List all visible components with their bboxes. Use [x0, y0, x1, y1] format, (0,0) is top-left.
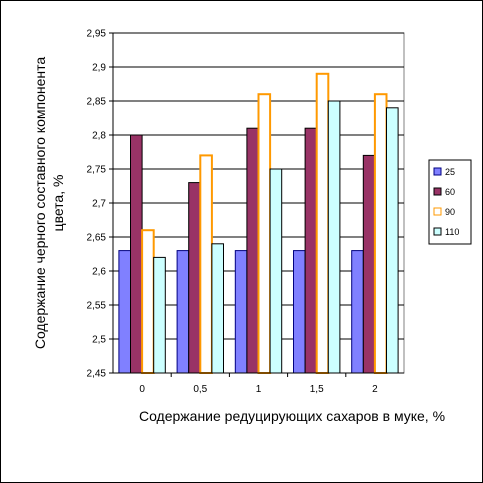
- x-axis-ticks: 0 0,5 1 1,5 2: [139, 373, 378, 395]
- y-tick-label: 2,8: [92, 131, 106, 142]
- x-tick-label: 0,5: [193, 384, 207, 395]
- y-tick-label: 2,7: [92, 199, 106, 210]
- bar-series-90-cat-3: [315, 72, 330, 375]
- legend-label-60: 60: [445, 187, 455, 197]
- bar-series-60-cat-0: [130, 134, 143, 374]
- y-tick-label: 2,85: [87, 97, 107, 108]
- bar-series-60-cat-3: [304, 127, 318, 374]
- bar-series-25-cat-1: [176, 250, 190, 374]
- x-tick-label: 1,5: [310, 384, 324, 395]
- bar-series-60-cat-2: [246, 127, 259, 374]
- bar-series-90-cat-2: [257, 93, 272, 374]
- y-tick-label: 2,45: [87, 369, 107, 380]
- bar-series-25-cat-0: [118, 250, 132, 374]
- y-tick-label: 2,65: [87, 233, 107, 244]
- legend-swatch-60: [433, 187, 442, 196]
- bar-series-25-cat-2: [234, 250, 248, 374]
- bar-series-60-cat-4: [362, 154, 376, 374]
- bar-series-25-cat-4: [351, 250, 364, 374]
- x-tick-label: 1: [256, 384, 262, 395]
- legend-label-25: 25: [445, 167, 455, 177]
- bar-series-90-cat-1: [199, 154, 213, 374]
- bar-series-110-cat-1: [211, 243, 224, 374]
- bar-series-90-cat-0: [141, 229, 155, 374]
- bar-series-110-cat-0: [153, 256, 166, 374]
- bar-series-25-cat-3: [293, 250, 306, 374]
- y-axis-ticks: 2,45 2,5 2,55 2,6 2,65 2,7 2,75 2,8 2,85 2,9 2,95: [87, 29, 113, 380]
- legend: 25 60 90 110: [428, 159, 472, 245]
- y-tick-label: 2,95: [87, 29, 107, 40]
- x-axis-label: Содержание редуцирующих сахаров в муке, …: [139, 408, 445, 424]
- bar-series-110-cat-4: [386, 107, 399, 374]
- y-axis-label-line2: цвета, %: [50, 175, 66, 232]
- legend-swatch-110: [433, 227, 442, 236]
- legend-label-110: 110: [445, 227, 459, 237]
- bar-series-90-cat-4: [373, 93, 388, 374]
- y-tick-label: 2,5: [92, 335, 106, 346]
- y-tick-label: 2,55: [87, 301, 107, 312]
- bars: [118, 72, 399, 375]
- y-tick-label: 2,9: [92, 63, 106, 74]
- y-axis-label-line1: Содержание черного составного компонента: [32, 57, 48, 350]
- legend-label-90: 90: [445, 207, 455, 217]
- bar-series-110-cat-3: [327, 100, 341, 374]
- x-tick-label: 2: [372, 384, 378, 395]
- legend-swatch-90: [433, 207, 442, 216]
- x-tick-label: 0: [139, 384, 145, 395]
- bar-series-60-cat-1: [188, 182, 201, 374]
- y-tick-label: 2,75: [87, 165, 107, 176]
- y-tick-label: 2,6: [92, 267, 106, 278]
- bar-series-110-cat-2: [269, 168, 283, 374]
- legend-swatch-25: [433, 167, 442, 176]
- y-axis-label: Содержание черного составного компонента…: [32, 57, 66, 350]
